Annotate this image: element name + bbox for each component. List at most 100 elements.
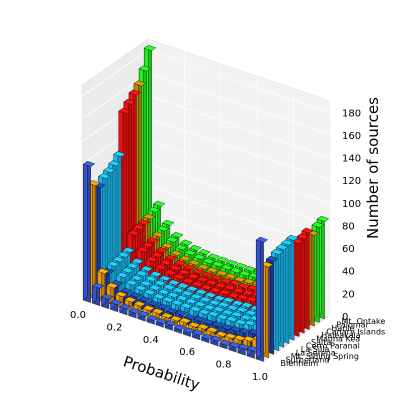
bar-top-face — [311, 221, 324, 228]
bar-top-face — [92, 283, 105, 289]
bar-top-face — [198, 249, 211, 256]
x-tick-label: 0.6 — [179, 347, 195, 358]
bar-top-face — [82, 161, 96, 167]
bar-top-face — [225, 259, 239, 266]
bar-top-face — [110, 299, 123, 306]
bar-top-face — [97, 268, 110, 274]
x-tick-label: 0.2 — [106, 322, 122, 333]
bar-top-face — [212, 306, 225, 313]
bar-top-face — [146, 315, 159, 321]
bar-top-face — [107, 261, 120, 267]
bar-top-face — [172, 287, 185, 294]
bar-top-face — [222, 297, 235, 303]
bar — [128, 307, 141, 319]
bar-side-face — [83, 160, 88, 301]
bar-top-face — [151, 231, 165, 238]
bar-top-face — [286, 234, 299, 241]
bar-top-face — [151, 308, 165, 315]
x-tick-label: 0.8 — [216, 360, 232, 371]
bar-top-face — [157, 288, 171, 295]
bar — [201, 333, 214, 344]
bar-top-face — [140, 265, 154, 272]
bar-top-face — [146, 237, 160, 244]
bar-top-face — [236, 294, 250, 301]
bar-top-face — [246, 345, 260, 352]
bar-top-face — [141, 241, 155, 248]
bar-top-face — [235, 306, 249, 313]
bar-top-face — [161, 296, 175, 303]
bar-top-face — [197, 263, 210, 270]
bar-top-face — [143, 45, 157, 51]
bar-top-face — [137, 310, 150, 317]
bar-top-face — [165, 307, 179, 314]
bar-top-face — [133, 300, 146, 307]
bar-top-face — [184, 249, 197, 256]
bar-top-face — [144, 275, 158, 282]
bar — [119, 303, 132, 316]
bar-top-face — [116, 272, 129, 278]
bar-top-face — [174, 309, 188, 316]
bar-top-face — [193, 316, 206, 322]
bar-top-face — [201, 271, 214, 278]
bar-top-face — [188, 321, 201, 328]
z-tick-label: 140 — [342, 154, 361, 165]
bar-top-face — [271, 249, 284, 255]
bar-top-face — [211, 261, 224, 268]
bar-top-face — [173, 273, 186, 280]
z-tick-label: 20 — [342, 289, 355, 300]
bar-top-face — [170, 299, 184, 306]
bar-top-face — [260, 261, 274, 268]
bar-top-face — [255, 236, 269, 243]
bar-top-face — [214, 282, 227, 289]
bar-top-face — [108, 160, 121, 167]
bar-top-face — [223, 284, 236, 291]
bar-top-face — [199, 296, 212, 303]
bar-top-face — [130, 275, 143, 281]
bar-top-face — [128, 307, 141, 314]
bar-top-face — [181, 290, 194, 297]
bar-top-face — [242, 278, 256, 285]
z-tick-label: 160 — [342, 131, 361, 142]
bar-top-face — [206, 267, 219, 273]
bar-top-face — [167, 279, 181, 286]
bar-top-face — [241, 289, 255, 296]
bar-top-face — [156, 303, 170, 310]
bar — [219, 339, 232, 350]
bar-top-face — [88, 180, 101, 186]
bar-top-face — [158, 275, 172, 282]
bar-top-face — [192, 268, 205, 275]
bar-top-face — [169, 315, 183, 322]
bar-top-face — [139, 280, 152, 287]
bar-top-face — [216, 256, 229, 263]
bar-top-face — [177, 282, 190, 289]
bar-top-face — [112, 256, 125, 263]
bar-top-face — [162, 284, 176, 290]
bar-top-face — [242, 335, 256, 342]
bar-top-face — [142, 213, 156, 220]
bar-top-face — [191, 281, 204, 287]
bar-top-face — [101, 294, 114, 300]
bar-top-face — [115, 291, 128, 298]
bar-top-face — [200, 284, 213, 290]
z-tick-label: 180 — [342, 108, 361, 119]
bar-top-face — [166, 236, 179, 243]
bars — [82, 44, 330, 362]
bar-top-face — [133, 80, 147, 87]
bar — [137, 310, 150, 322]
bar-top-face — [123, 98, 136, 105]
x-axis-title: Probability — [121, 352, 202, 394]
bar — [110, 299, 123, 313]
bar-top-face — [138, 65, 152, 72]
site-label: Blenheim — [281, 359, 319, 368]
bar-top-face — [147, 300, 161, 307]
bar-top-face — [179, 255, 192, 262]
bar — [228, 341, 241, 353]
bar-top-face — [208, 299, 221, 306]
bar-top-face — [233, 335, 246, 341]
bar-top-face — [134, 285, 147, 291]
bar-top-face — [198, 309, 211, 315]
bar-top-face — [156, 225, 170, 232]
bar-top-face — [152, 293, 166, 300]
bar-top-face — [189, 245, 202, 251]
bar — [101, 293, 114, 309]
